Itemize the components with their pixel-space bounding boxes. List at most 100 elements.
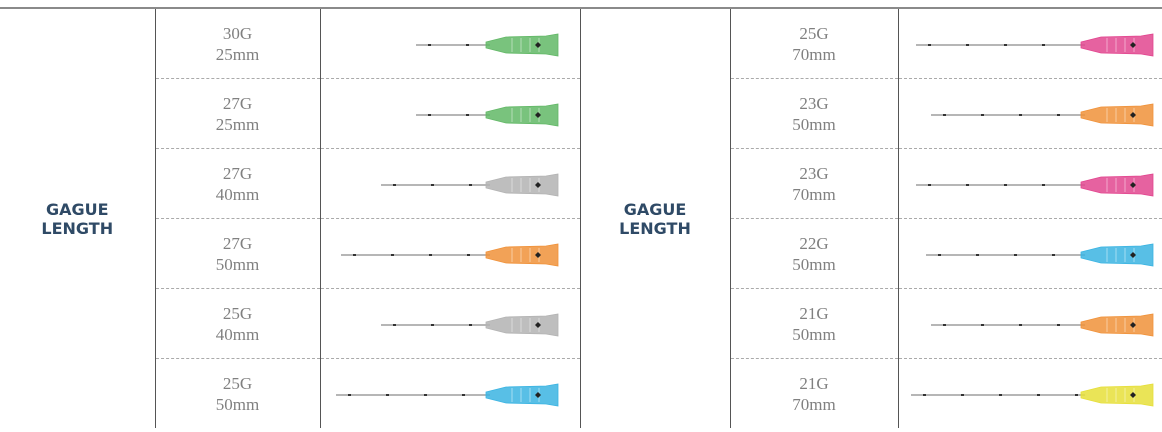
- needle-table: GAGUE LENGTH 30G 25mm GAGUE LENGTH 25G 70mm 27G 2…: [0, 7, 1162, 428]
- needle-image: [930, 313, 1153, 336]
- shaft-mark: [390, 253, 394, 256]
- shaft-mark: [1041, 43, 1045, 46]
- spec-cell: 27G 40mm: [155, 148, 321, 219]
- needle-image: [380, 313, 558, 336]
- image-cell: [320, 288, 581, 359]
- gauge: 21G: [799, 303, 829, 323]
- hub-mark: [1129, 391, 1136, 398]
- shaft-mark: [427, 43, 431, 46]
- needle-image: [910, 383, 1153, 406]
- table-body: GAGUE LENGTH 30G 25mm GAGUE LENGTH 25G 70mm 27G 2…: [0, 8, 1162, 428]
- needle-hub: [1080, 103, 1153, 126]
- shaft-mark: [1018, 323, 1022, 326]
- image-cell: [320, 358, 581, 428]
- needle-hub: [1080, 33, 1153, 56]
- spec-cell: 25G 70mm: [730, 8, 899, 79]
- gauge: 22G: [799, 233, 829, 253]
- shaft-mark: [942, 113, 946, 116]
- shaft-mark: [468, 323, 472, 326]
- needle-hub: [485, 243, 558, 266]
- shaft-mark: [468, 183, 472, 186]
- image-cell: [320, 148, 581, 219]
- shaft-mark: [1036, 393, 1040, 396]
- needle-image: [335, 383, 558, 406]
- shaft-mark: [1013, 253, 1017, 256]
- shaft-mark: [1056, 113, 1060, 116]
- spec-cell: 30G 25mm: [155, 8, 321, 79]
- spec-cell: 25G 50mm: [155, 358, 321, 428]
- gauge: 27G: [222, 233, 253, 253]
- hub-mark: [1129, 321, 1136, 328]
- hub-mark: [1129, 41, 1136, 48]
- gauge: 30G: [222, 23, 253, 43]
- length: 50mm: [215, 254, 260, 274]
- shaft-mark: [430, 323, 434, 326]
- spec-cell: 21G 70mm: [730, 358, 899, 428]
- hub-mark: [534, 251, 541, 258]
- group-heading: GAGUE LENGTH: [580, 8, 731, 428]
- shaft-mark: [937, 253, 941, 256]
- shaft-mark: [1003, 43, 1007, 46]
- needle-image: [925, 243, 1153, 266]
- hub-mark: [534, 321, 541, 328]
- length: 25mm: [215, 44, 260, 64]
- shaft-mark: [1018, 113, 1022, 116]
- gauge: 23G: [799, 93, 829, 113]
- image-cell: [898, 288, 1162, 359]
- needle-image: [930, 103, 1153, 126]
- needle-image: [415, 33, 558, 56]
- hub-mark: [1129, 111, 1136, 118]
- gauge: 23G: [799, 163, 829, 183]
- needle-hub: [485, 383, 558, 406]
- shaft-mark: [960, 393, 964, 396]
- shaft-mark: [965, 183, 969, 186]
- shaft-mark: [922, 393, 926, 396]
- image-cell: [320, 218, 581, 289]
- spec-cell: 22G 50mm: [730, 218, 899, 289]
- image-cell: [898, 8, 1162, 79]
- needle-hub: [485, 313, 558, 336]
- shaft-mark: [392, 323, 396, 326]
- needle-hub: [1080, 313, 1153, 336]
- spec-cell: 23G 70mm: [730, 148, 899, 219]
- shaft-mark: [352, 253, 356, 256]
- image-cell: [898, 78, 1162, 149]
- hub-mark: [534, 181, 541, 188]
- needle-hub: [1080, 383, 1153, 406]
- shaft-mark: [965, 43, 969, 46]
- spec-cell: 27G 50mm: [155, 218, 321, 289]
- length: 50mm: [792, 254, 836, 274]
- shaft-mark: [347, 393, 351, 396]
- length: 50mm: [792, 114, 836, 134]
- spec-cell: 21G 50mm: [730, 288, 899, 359]
- needle-hub: [1080, 243, 1153, 266]
- table-row: 25G 40mm 21G 50mm: [0, 288, 1162, 359]
- heading-line: LENGTH: [41, 218, 114, 238]
- length: 40mm: [215, 184, 260, 204]
- gauge: 25G: [222, 373, 253, 393]
- gauge: 25G: [222, 303, 253, 323]
- hub-mark: [534, 391, 541, 398]
- length: 50mm: [215, 394, 260, 414]
- length: 70mm: [792, 44, 836, 64]
- shaft-mark: [980, 323, 984, 326]
- shaft-mark: [1051, 253, 1055, 256]
- shaft-mark: [975, 253, 979, 256]
- needle-hub: [485, 33, 558, 56]
- shaft-mark: [423, 393, 427, 396]
- shaft-mark: [1003, 183, 1007, 186]
- image-cell: [320, 78, 581, 149]
- needle-hub: [485, 173, 558, 196]
- spec-cell: 27G 25mm: [155, 78, 321, 149]
- heading-line: GAGUE: [45, 199, 109, 219]
- length: 40mm: [215, 324, 260, 344]
- gauge: 27G: [222, 93, 253, 113]
- table-row: 25G 50mm 21G 70mm: [0, 358, 1162, 428]
- shaft-mark: [998, 393, 1002, 396]
- hub-mark: [534, 111, 541, 118]
- shaft-mark: [427, 113, 431, 116]
- length: 70mm: [792, 184, 836, 204]
- heading-line: LENGTH: [619, 218, 691, 238]
- heading-line: GAGUE: [623, 199, 687, 219]
- shaft-mark: [1041, 183, 1045, 186]
